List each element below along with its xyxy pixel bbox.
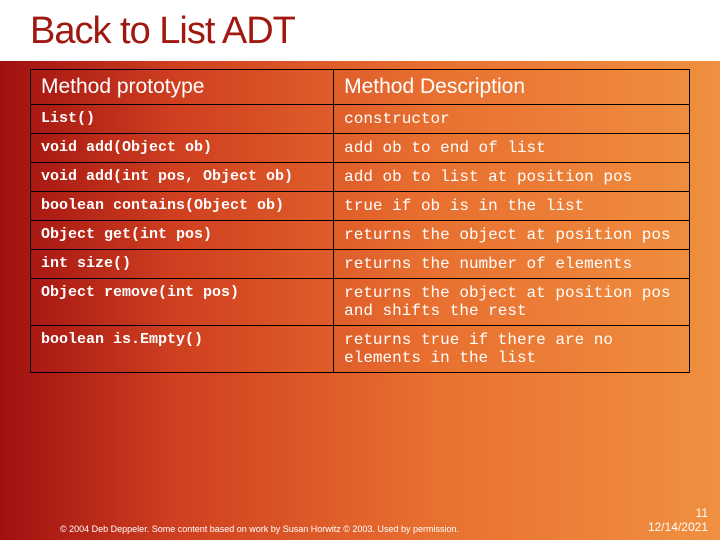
method-description: returns true if there are no elements in…: [334, 326, 690, 373]
table-row: boolean is.Empty() returns true if there…: [31, 326, 690, 373]
slide-date: 12/14/2021: [648, 520, 708, 534]
table-row: void add(Object ob) add ob to end of lis…: [31, 134, 690, 163]
method-description: returns the object at position pos and s…: [334, 279, 690, 326]
slide: Back to List ADT Method prototype Method…: [0, 0, 720, 540]
copyright-footer: © 2004 Deb Deppeler. Some content based …: [60, 524, 459, 534]
method-description: add ob to end of list: [334, 134, 690, 163]
method-prototype: void add(int pos, Object ob): [31, 163, 334, 192]
table-header-row: Method prototype Method Description: [31, 70, 690, 105]
table-row: Object get(int pos) returns the object a…: [31, 221, 690, 250]
method-prototype: Object get(int pos): [31, 221, 334, 250]
method-description: returns the number of elements: [334, 250, 690, 279]
method-prototype: boolean is.Empty(): [31, 326, 334, 373]
table-row: List() constructor: [31, 105, 690, 134]
methods-table: Method prototype Method Description List…: [30, 69, 690, 373]
table-row: boolean contains(Object ob) true if ob i…: [31, 192, 690, 221]
method-prototype: void add(Object ob): [31, 134, 334, 163]
table-row: int size() returns the number of element…: [31, 250, 690, 279]
title-container: Back to List ADT: [0, 0, 720, 61]
method-prototype: Object remove(int pos): [31, 279, 334, 326]
method-description: constructor: [334, 105, 690, 134]
method-prototype: int size(): [31, 250, 334, 279]
table-container: Method prototype Method Description List…: [30, 69, 690, 373]
header-prototype: Method prototype: [31, 70, 334, 105]
method-prototype: boolean contains(Object ob): [31, 192, 334, 221]
method-prototype: List(): [31, 105, 334, 134]
header-description: Method Description: [334, 70, 690, 105]
table-row: void add(int pos, Object ob) add ob to l…: [31, 163, 690, 192]
method-description: returns the object at position pos: [334, 221, 690, 250]
slide-number: 11: [696, 506, 708, 520]
slide-title: Back to List ADT: [30, 10, 700, 53]
table-row: Object remove(int pos) returns the objec…: [31, 279, 690, 326]
method-description: true if ob is in the list: [334, 192, 690, 221]
method-description: add ob to list at position pos: [334, 163, 690, 192]
